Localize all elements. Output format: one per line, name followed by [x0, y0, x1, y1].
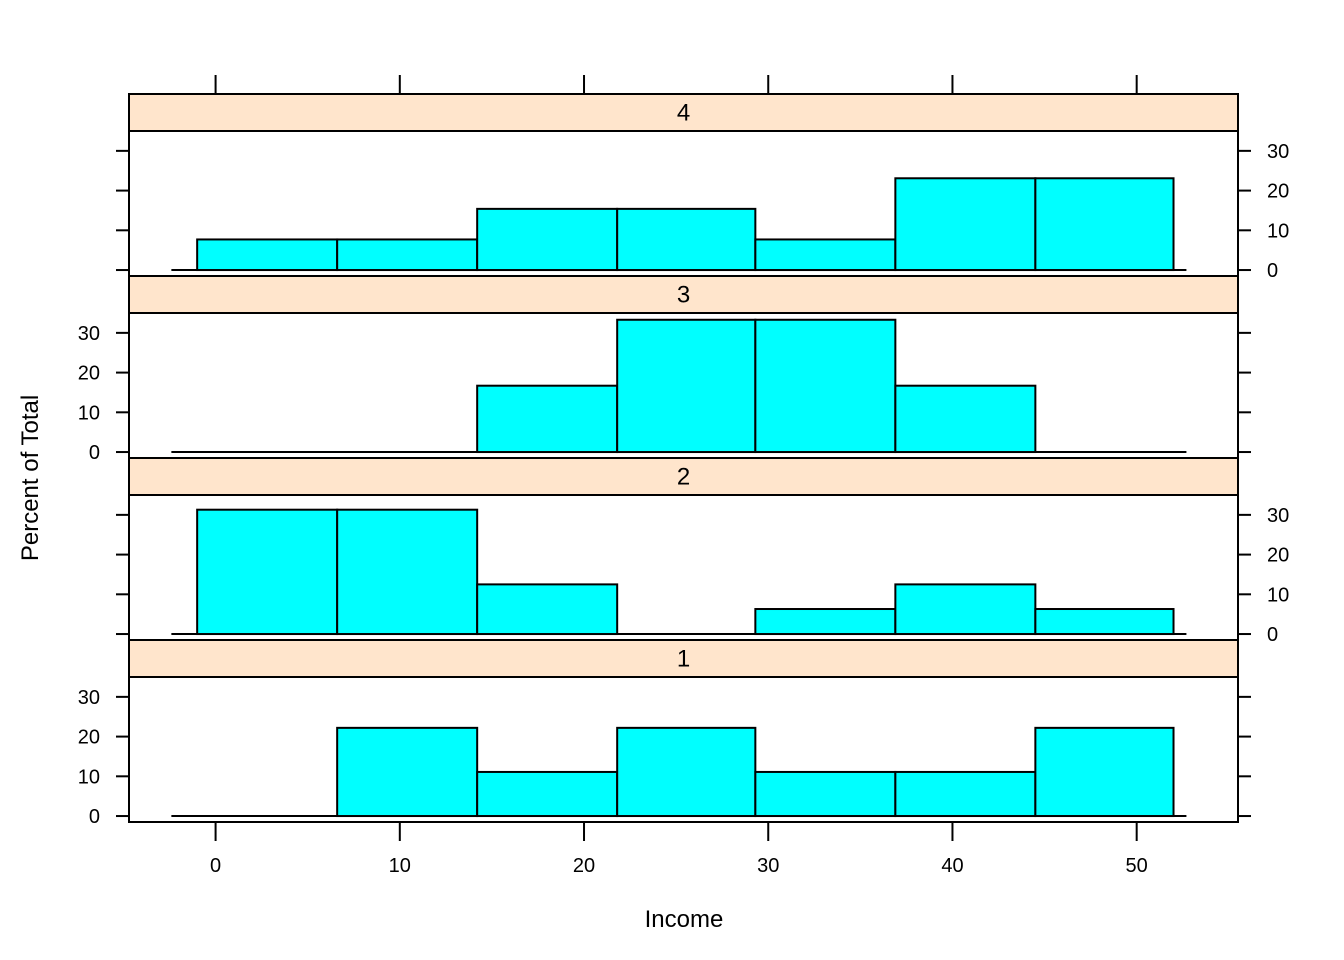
bar-panel3-bin6: [894, 384, 1037, 454]
bar-panel2-bin6: [894, 583, 1037, 636]
bar-panel4-bin4: [616, 207, 757, 272]
y-tick-label: 0: [1267, 624, 1278, 646]
bar-panel2-bin3: [476, 583, 619, 636]
y-tick-label: 30: [78, 687, 100, 709]
bar-panel1-bin2: [336, 726, 479, 818]
y-tick-label: 20: [1267, 545, 1289, 567]
y-tick-label: 30: [78, 323, 100, 345]
bar-panel1-bin7: [1034, 726, 1175, 818]
y-tick-label: 10: [78, 402, 100, 424]
axes: 0 10 20 30 40 50: [128, 75, 1239, 877]
bar-panel3-bin3: [476, 384, 619, 454]
bar-panel4-bin5: [754, 238, 897, 272]
bar-panel2-bin1: [196, 508, 339, 636]
bar-panel1-bin6: [894, 770, 1037, 818]
bar-panel4-bin2: [336, 238, 479, 272]
bar-panel4-bin7: [1034, 177, 1175, 272]
bar-panel3-bin4: [616, 318, 757, 454]
bar-panel2-bin5: [754, 608, 897, 636]
x-tick-label: 30: [757, 855, 779, 877]
y-tick-label: 10: [78, 766, 100, 788]
strip-2: [128, 457, 1239, 496]
strip-label-3: 3: [677, 282, 690, 309]
bar-panel2-bin7: [1034, 608, 1175, 636]
strip-label-1: 1: [677, 646, 690, 673]
strip-label-4: 4: [677, 100, 690, 127]
panel-4: 4 0 10 20 30: [116, 93, 1289, 282]
y-tick-label: 20: [1267, 181, 1289, 203]
bar-panel4-bin3: [476, 207, 619, 272]
y-tick-label: 20: [78, 363, 100, 385]
bar-panel1-bin5: [754, 770, 897, 818]
y-axis-title: Percent of Total: [17, 395, 44, 561]
x-tick-label: 50: [1126, 855, 1148, 877]
bar-panel3-bin5: [754, 318, 897, 454]
x-tick-label: 20: [573, 855, 595, 877]
bar-panel1-bin4: [616, 726, 757, 818]
y-tick-label: 20: [78, 727, 100, 749]
y-tick-label: 0: [1267, 260, 1278, 282]
y-tick-label: 30: [1267, 141, 1289, 163]
x-axis-title: Income: [645, 906, 724, 933]
strip-label-2: 2: [677, 464, 690, 491]
y-tick-label: 10: [1267, 220, 1289, 242]
bar-panel1-bin3: [476, 770, 619, 818]
y-tick-label: 30: [1267, 505, 1289, 527]
y-tick-label: 0: [89, 806, 100, 828]
y-tick-label: 0: [89, 442, 100, 464]
bar-panel2-bin2: [336, 508, 479, 636]
x-tick-label: 0: [210, 855, 221, 877]
bar-panel4-bin6: [894, 177, 1037, 272]
plot-frame: [128, 93, 1239, 823]
x-tick-label: 40: [941, 855, 963, 877]
y-tick-label: 10: [1267, 584, 1289, 606]
x-tick-label: 10: [389, 855, 411, 877]
bar-panel4-bin1: [196, 238, 339, 272]
strip-1: [128, 639, 1239, 678]
